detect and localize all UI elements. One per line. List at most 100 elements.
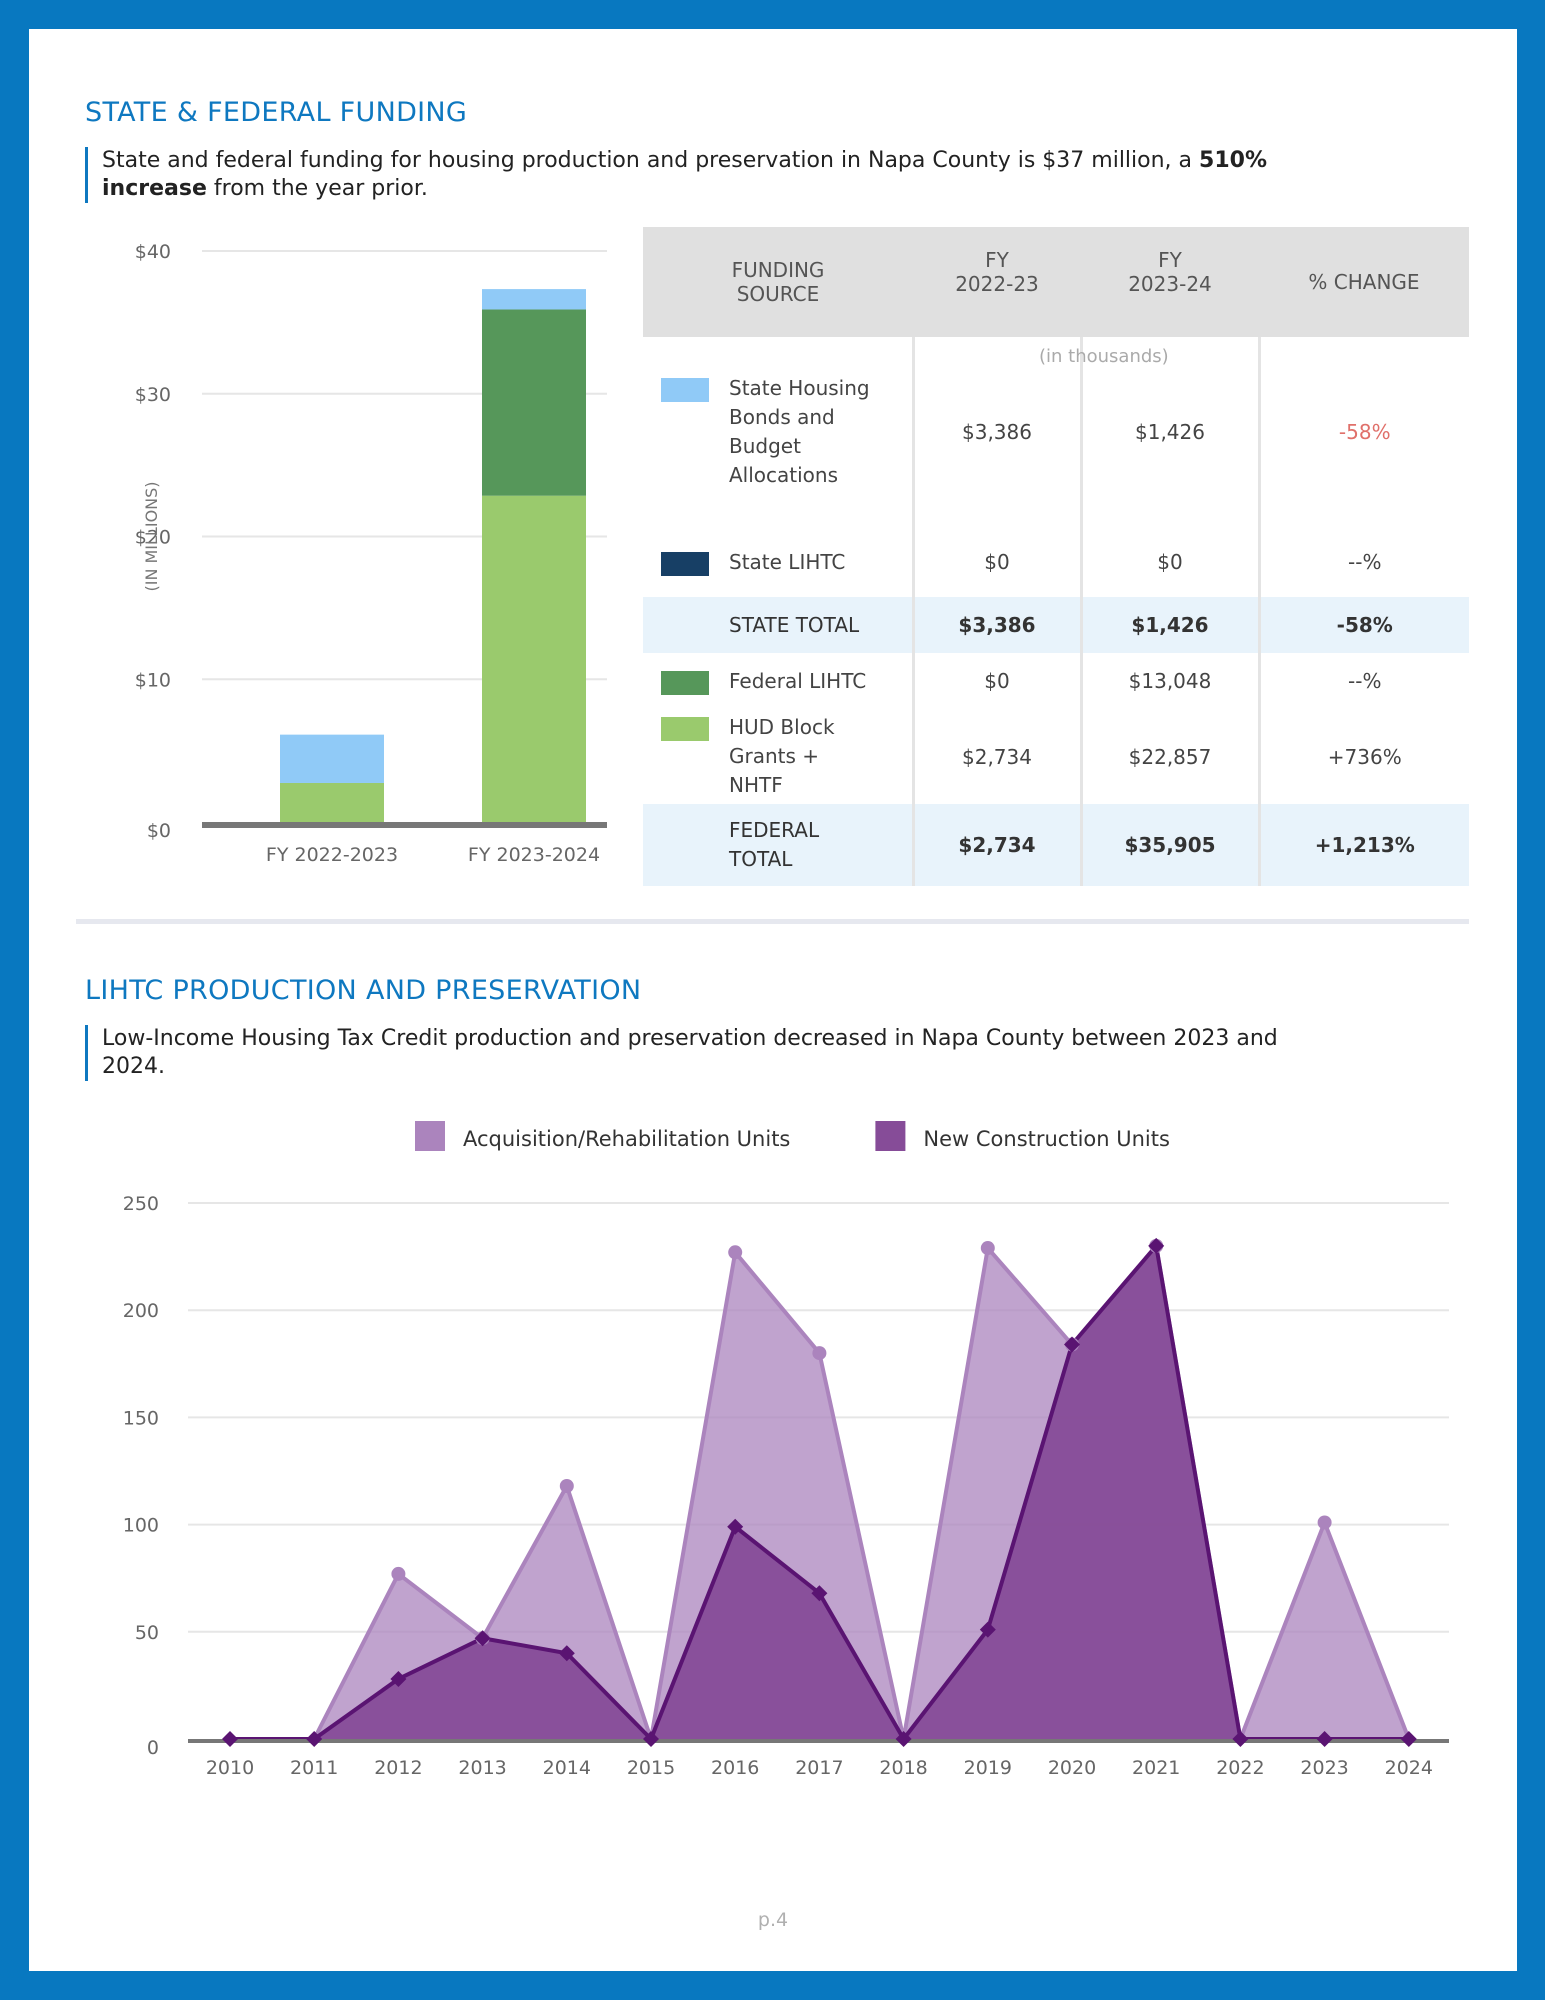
x-tick-label: 2022 [1216,1757,1264,1779]
fy-2023-24-value: $22,857 [1079,709,1259,804]
y-tick-label: 150 [123,1407,159,1429]
legend-swatch [415,1121,445,1151]
fy-2022-23-value: $3,386 [911,337,1081,527]
x-tick-label: 2024 [1385,1757,1433,1779]
fy-2022-23-value: $2,734 [911,804,1081,886]
new-construction-point [222,1731,238,1747]
funding-table: FUNDING SOURCE FY 2022-23 FY 2023-24 % C… [643,227,1469,886]
lihtc-area-chart: Acquisition/Rehabilitation Units New Cons… [123,1121,1449,1779]
fy-2023-24-value: $1,426 [1079,597,1259,653]
new-construction-area [230,1245,1409,1739]
funding-source-label: HUD Block Grants + NHTF [729,715,835,797]
fy-2022-23-value: $0 [911,527,1081,597]
acq-rehab-point [812,1346,827,1361]
fy-2022-23-value: $0 [911,653,1081,709]
new-construction-point [474,1630,491,1647]
callout-highlight: 510% increase [102,148,1267,201]
x-tick-label: 2018 [879,1757,927,1779]
funding-source-label: FEDERAL TOTAL [729,818,820,871]
y-tick-label: 0 [147,1737,159,1759]
header-fy-2022-23: FY 2022-23 [913,227,1081,337]
table-total-row: FEDERAL TOTAL $2,734 $35,905 +1,213% [643,804,1469,886]
legend-swatch [661,551,709,576]
fy-2022-23-value: $2,734 [911,709,1081,804]
acq-rehab-point [728,1245,743,1260]
bar-segment [482,289,586,310]
percent-change-value: +1,213% [1257,804,1469,886]
section-title-funding: STATE & FEDERAL FUNDING [85,97,468,128]
funding-source-label: State LIHTC [729,549,846,574]
x-tick-label: FY 2022-2023 [266,844,398,866]
new-construction-point [1400,1731,1417,1747]
table-row: State LIHTC $0 $0 --% [643,527,1469,597]
acq-rehab-point [980,1241,995,1256]
legend-swatch [661,378,709,402]
fy-2023-24-value: $0 [1079,527,1259,597]
funding-source-cell: STATE TOTAL [643,597,913,653]
lihtc-callout: Low-Income Housing Tax Credit production… [85,1025,1332,1081]
x-tick-label: 2011 [290,1757,338,1779]
chart-legend: Acquisition/Rehabilitation Units New Cons… [415,1121,1170,1151]
y-tick-label: $30 [135,384,171,406]
x-tick-label: 2016 [711,1757,759,1779]
funding-source-label: State Housing Bonds and Budget Allocations [729,376,870,487]
new-construction-point [1316,1731,1333,1747]
fy-2023-24-value: $1,426 [1079,337,1259,527]
fy-2022-23-value: $3,386 [911,597,1081,653]
table-total-row: STATE TOTAL $3,386 $1,426 -58% [643,597,1469,653]
x-tick-label: 2023 [1300,1757,1348,1779]
y-tick-label: $40 [135,241,171,263]
callout-text: State and federal funding for housing pr… [102,148,1200,173]
table-header-row: FUNDING SOURCE FY 2022-23 FY 2023-24 % C… [643,227,1469,337]
x-tick-label: 2012 [374,1757,422,1779]
percent-change-value: +736% [1257,709,1469,804]
header-funding-source: FUNDING SOURCE [643,227,913,337]
x-tick-label: 2013 [458,1757,506,1779]
report-page: STATE & FEDERAL FUNDING State and federa… [29,29,1517,1971]
units-note: (in thousands) [1039,346,1169,367]
y-tick-label: $20 [135,527,171,549]
percent-change-value: -58% [1257,337,1469,527]
x-tick-label: 2015 [627,1757,675,1779]
header-fy-2023-24: FY 2023-24 [1081,227,1259,337]
bar-segment [482,495,586,822]
funding-source-cell: State LIHTC [643,527,913,597]
acq-rehab-point [1317,1515,1332,1530]
header-percent-change: % CHANGE [1259,227,1469,337]
funding-source-label: STATE TOTAL [729,612,860,637]
section-title-lihtc: LIHTC PRODUCTION AND PRESERVATION [85,975,642,1006]
y-tick-label: 250 [123,1193,159,1215]
new-construction-point [306,1731,323,1747]
funding-source-label: Federal LIHTC [729,668,867,693]
x-tick-label: 2020 [1048,1757,1096,1779]
legend-label: New Construction Units [923,1127,1170,1151]
percent-change-value: --% [1257,653,1469,709]
new-construction-point [1148,1237,1165,1254]
x-tick-label: 2010 [206,1757,254,1779]
section-divider [76,919,1469,924]
new-construction-point [390,1670,407,1687]
funding-callout: State and federal funding for housing pr… [85,147,1332,203]
x-tick-label: 2017 [795,1757,843,1779]
new-construction-point [979,1621,996,1638]
legend-label: Acquisition/Rehabilitation Units [463,1127,790,1151]
y-tick-label: 100 [123,1515,159,1537]
percent-change-value: -58% [1257,597,1469,653]
new-construction-point [558,1645,575,1662]
funding-bar-chart: $0 $10 $20 $30 $40 (IN MILLIONS) FY 2022-2023 F… [135,241,607,866]
y-tick-label: 200 [123,1300,159,1322]
funding-source-cell: FEDERAL TOTAL [643,804,913,886]
fy-2023-24-value: $35,905 [1079,804,1259,886]
page-number: p.4 [757,1909,789,1931]
y-axis-label: (IN MILLIONS) [142,481,161,591]
table-row: State Housing Bonds and Budget Allocations $… [643,337,1469,527]
x-tick-label: 2014 [543,1757,591,1779]
legend-swatch [661,670,709,695]
new-construction-point [811,1585,828,1602]
funding-source-cell: HUD Block Grants + NHTF [643,709,913,804]
acq-rehab-point [559,1479,574,1494]
percent-change-value: --% [1257,527,1469,597]
y-tick-label: $10 [135,669,171,691]
new-construction-point [1064,1336,1080,1353]
new-construction-point [895,1731,912,1747]
